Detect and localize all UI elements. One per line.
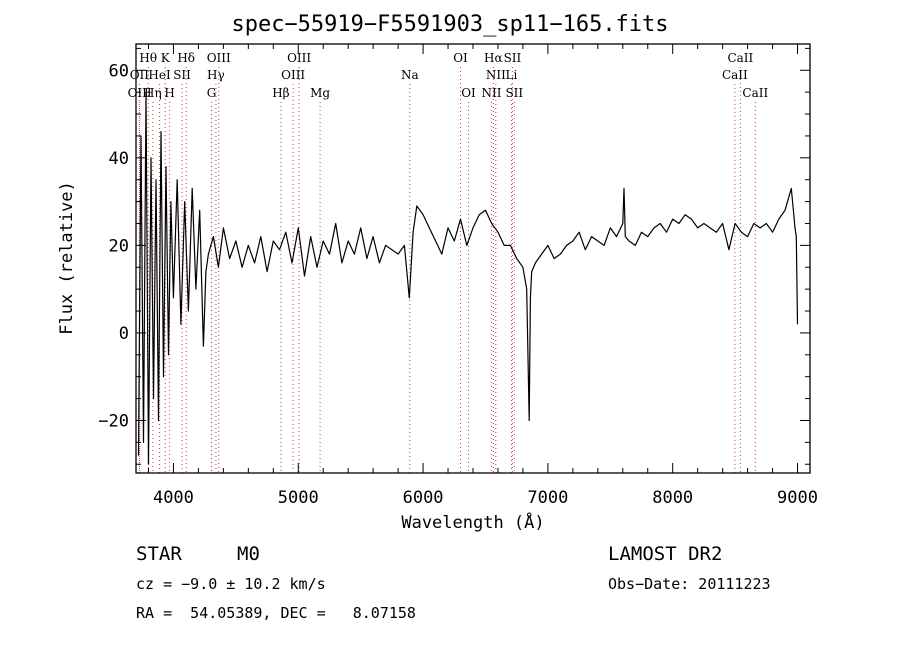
line-label: Hη xyxy=(144,86,162,100)
line-label: OI xyxy=(461,86,476,100)
coordinates: RA = 54.05389, DEC = 8.07158 xyxy=(136,604,416,622)
x-tick-labels: 4000 5000 6000 7000 8000 9000 xyxy=(153,488,818,508)
line-label: SII xyxy=(504,51,522,65)
line-label: NII xyxy=(481,86,501,100)
axis-ticks xyxy=(136,44,810,473)
x-tick-label: 7000 xyxy=(527,488,568,508)
line-label: NII xyxy=(486,68,506,82)
x-tick-label: 4000 xyxy=(153,488,194,508)
x-axis-label: Wavelength (Å) xyxy=(401,511,544,533)
y-tick-label: 20 xyxy=(109,236,129,256)
y-tick-labels: −20 0 20 40 60 xyxy=(98,61,129,431)
x-tick-label: 6000 xyxy=(403,488,444,508)
y-tick-label: 60 xyxy=(109,61,129,81)
line-label: Hα xyxy=(484,51,503,65)
line-label: K xyxy=(161,51,171,65)
y-tick-label: 40 xyxy=(109,149,129,169)
line-label: SII xyxy=(505,86,523,100)
line-label: Na xyxy=(401,68,419,82)
line-label: OIII xyxy=(281,68,305,82)
y-axis-label: Flux (relative) xyxy=(57,181,77,335)
line-label: HeI xyxy=(148,68,171,82)
line-label: Hβ xyxy=(272,86,289,100)
x-tick-label: 5000 xyxy=(278,488,319,508)
line-markers xyxy=(138,67,756,473)
subclass-label: M0 xyxy=(237,543,260,565)
survey-label: LAMOST DR2 xyxy=(608,543,723,565)
line-label: OIII xyxy=(207,51,231,65)
redshift-line: cz = −9.0 ± 10.2 km/s xyxy=(136,575,326,593)
line-label: Hδ xyxy=(177,51,195,65)
chart-title: spec−55919−F5591903_sp11−165.fits xyxy=(231,12,669,37)
x-tick-label: 8000 xyxy=(652,488,693,508)
line-label: OI xyxy=(453,51,468,65)
y-tick-label: 0 xyxy=(119,324,129,344)
line-label: OII xyxy=(130,68,150,82)
obs-date: Obs−Date: 20111223 xyxy=(608,575,771,593)
line-label: H xyxy=(164,86,174,100)
x-tick-label: 9000 xyxy=(777,488,818,508)
line-label: Li xyxy=(506,68,518,82)
line-label: CaII xyxy=(722,68,748,82)
line-label: CaII xyxy=(727,51,753,65)
line-label: CaII xyxy=(742,86,768,100)
class-label: STAR xyxy=(136,543,182,565)
line-label: OIII xyxy=(287,51,311,65)
line-label: Hθ xyxy=(139,51,157,65)
y-tick-label: −20 xyxy=(98,411,129,431)
line-label: SII xyxy=(173,68,191,82)
spectrum-line xyxy=(137,91,799,465)
plot-frame xyxy=(135,43,811,474)
line-label: Mg xyxy=(310,86,330,100)
line-label: G xyxy=(207,86,217,100)
line-label: Hγ xyxy=(207,68,225,82)
